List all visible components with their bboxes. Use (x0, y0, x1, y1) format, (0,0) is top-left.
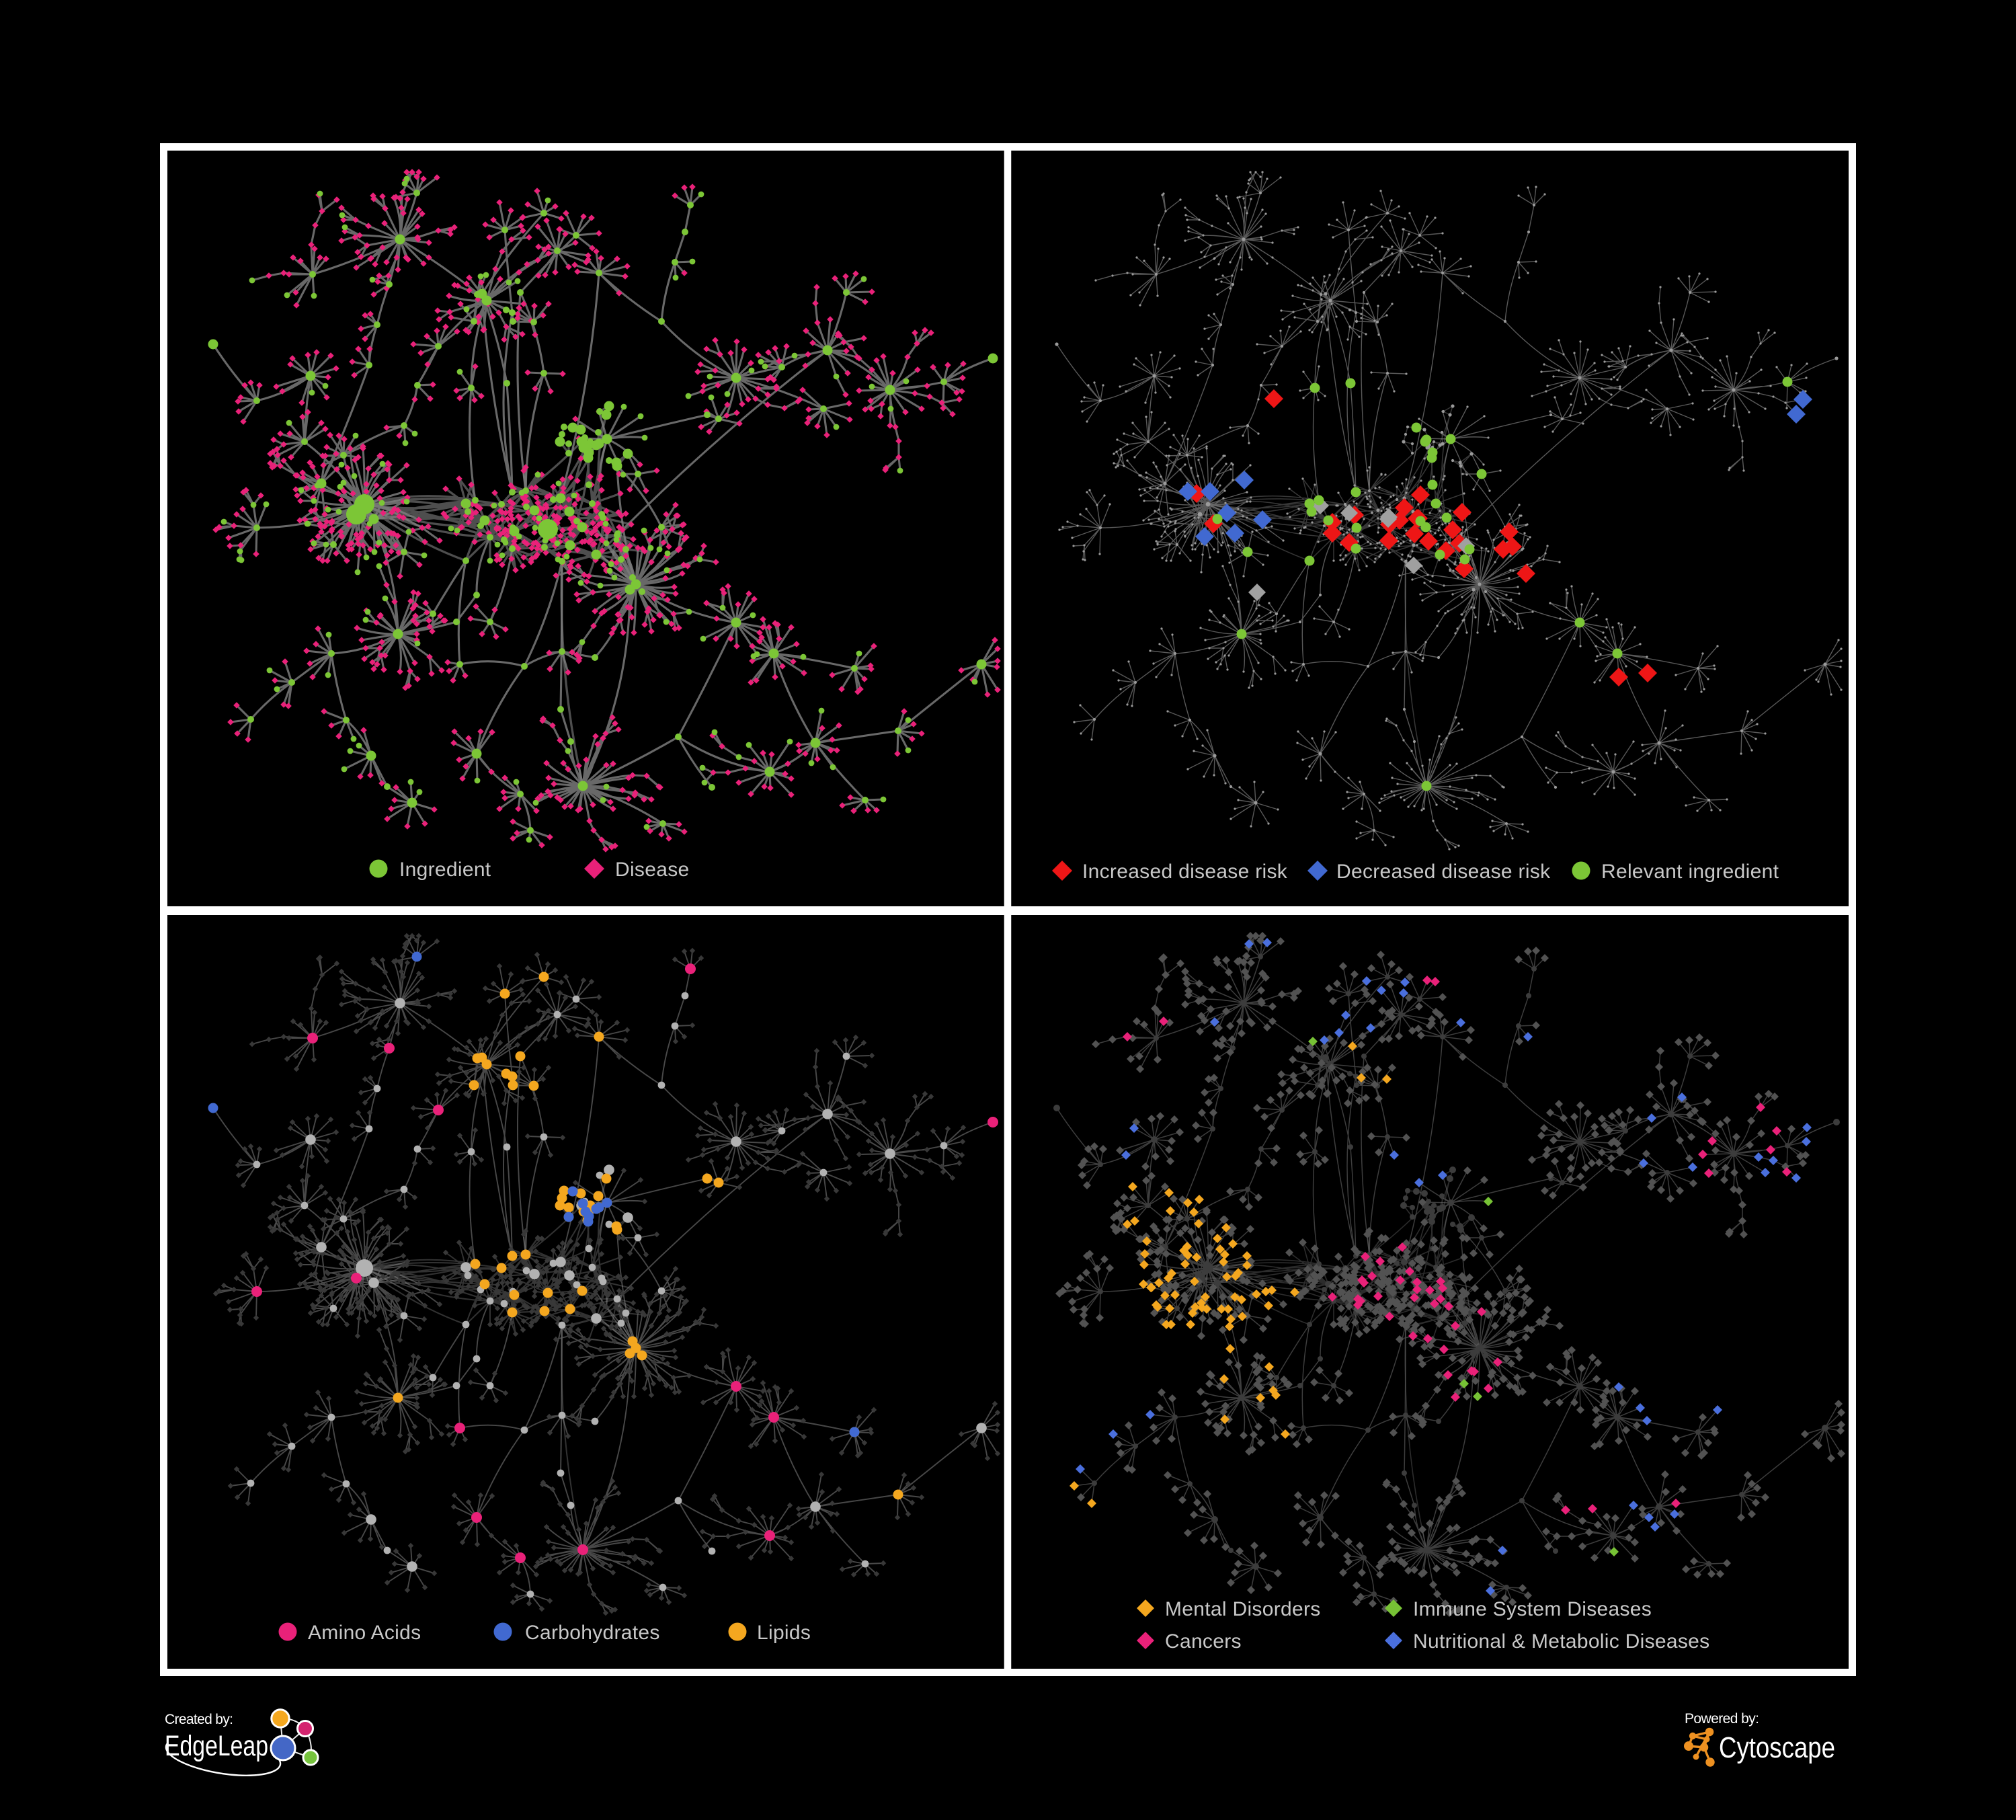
svg-text:Powered by:: Powered by: (1685, 1711, 1759, 1727)
svg-text:Increased disease risk: Increased disease risk (1082, 861, 1288, 883)
svg-text:Ingredient: Ingredient (399, 859, 491, 881)
svg-text:Nutritional & Metabolic Diseas: Nutritional & Metabolic Diseases (1413, 1630, 1709, 1653)
svg-text:Immune System Diseases: Immune System Diseases (1413, 1598, 1652, 1620)
svg-text:Relevant ingredient: Relevant ingredient (1601, 861, 1779, 883)
svg-text:EdgeLeap: EdgeLeap (165, 1730, 268, 1762)
svg-text:Carbohydrates: Carbohydrates (525, 1622, 660, 1644)
svg-text:Created by:: Created by: (165, 1712, 233, 1727)
svg-text:Mental Disorders: Mental Disorders (1165, 1598, 1321, 1620)
svg-text:Lipids: Lipids (757, 1622, 811, 1644)
svg-text:Decreased disease risk: Decreased disease risk (1336, 861, 1551, 883)
svg-text:Amino Acids: Amino Acids (308, 1622, 421, 1644)
svg-text:Cytoscape: Cytoscape (1719, 1731, 1835, 1764)
svg-text:Disease: Disease (615, 859, 689, 881)
svg-text:Cancers: Cancers (1165, 1630, 1242, 1653)
